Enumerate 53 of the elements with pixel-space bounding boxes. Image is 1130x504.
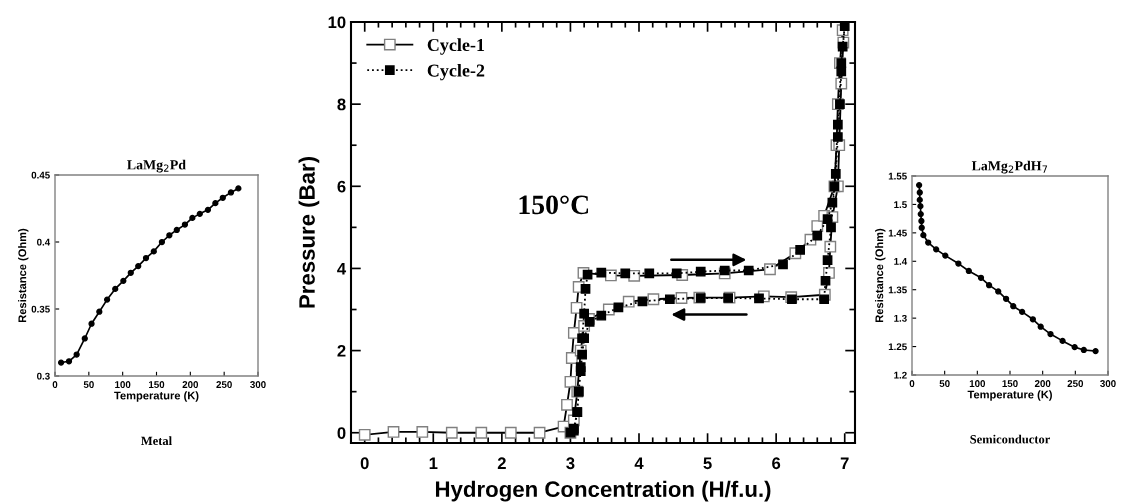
- legend-label: Cycle-1: [427, 38, 485, 55]
- x-tick-label: 2: [497, 457, 506, 469]
- x-tick-label: 0: [52, 381, 58, 388]
- x-axis-title: Hydrogen Concentration (H/f.u.): [435, 480, 771, 502]
- x-tick-label: 50: [939, 380, 950, 387]
- y-tick-label: 2: [337, 344, 346, 357]
- annotation: 150°C: [519, 195, 589, 215]
- x-tick-label: 0: [360, 457, 369, 470]
- y-tick-label: 0: [337, 427, 346, 439]
- x-tick-label: 300: [1100, 380, 1116, 388]
- x-tick-label: 0: [909, 380, 915, 387]
- x-tick-label: 300: [250, 381, 266, 389]
- x-tick-label: 150: [1002, 380, 1018, 387]
- x-tick-label: 4: [634, 457, 644, 469]
- y-tick-label: 1.35: [888, 286, 907, 294]
- y-axis-title: Pressure (Bar): [298, 157, 320, 308]
- x-tick-label: 150: [149, 381, 165, 388]
- y-tick-label: 0.35: [31, 305, 50, 313]
- y-tick-label: 4: [337, 263, 347, 275]
- y-axis-title: Resistance (Ohm): [18, 228, 29, 322]
- y-tick-label: 1.25: [888, 343, 907, 351]
- x-axis-title: Temperature (K): [967, 390, 1052, 401]
- x-tick-label: 100: [969, 380, 986, 387]
- chart-title: LaMg$_{2}$Pd: [127, 159, 186, 173]
- y-tick-label: 1.55: [888, 172, 907, 180]
- y-tick-label: 8: [337, 98, 346, 111]
- y-tick-label: 6: [337, 180, 346, 193]
- y-tick-label: 0.4: [37, 238, 51, 246]
- legend-label: Cycle-2: [427, 63, 485, 81]
- x-tick-label: 200: [182, 381, 199, 388]
- text: Semiconductor: [970, 434, 1051, 444]
- x-tick-label: 6: [772, 457, 781, 470]
- y-tick-label: 1.4: [894, 258, 908, 265]
- y-tick-label: 0.3: [37, 372, 50, 380]
- y-tick-label: 10: [328, 16, 346, 29]
- x-tick-label: 200: [1034, 380, 1051, 387]
- x-tick-label: 250: [1067, 380, 1084, 387]
- y-axis-title: Resistance (Ohm): [875, 228, 886, 322]
- text: Metal: [141, 436, 172, 446]
- y-tick-label: 1.2: [894, 371, 907, 379]
- y-tick-label: 1.45: [888, 229, 907, 237]
- x-tick-label: 50: [83, 381, 94, 388]
- y-tick-label: 0.45: [31, 171, 50, 179]
- x-tick-label: 250: [216, 381, 232, 388]
- x-axis-title: Temperature (K): [114, 391, 199, 402]
- x-tick-label: 5: [703, 457, 712, 470]
- chart-title: LaMg$_{2}$PdH$_{7}$: [971, 160, 1048, 174]
- x-tick-label: 3: [566, 457, 575, 470]
- x-tick-label: 100: [115, 381, 131, 388]
- y-tick-label: 1.3: [894, 314, 907, 322]
- x-tick-label: 1: [429, 457, 438, 469]
- x-tick-label: 7: [840, 457, 849, 469]
- y-tick-label: 1.5: [894, 201, 907, 209]
